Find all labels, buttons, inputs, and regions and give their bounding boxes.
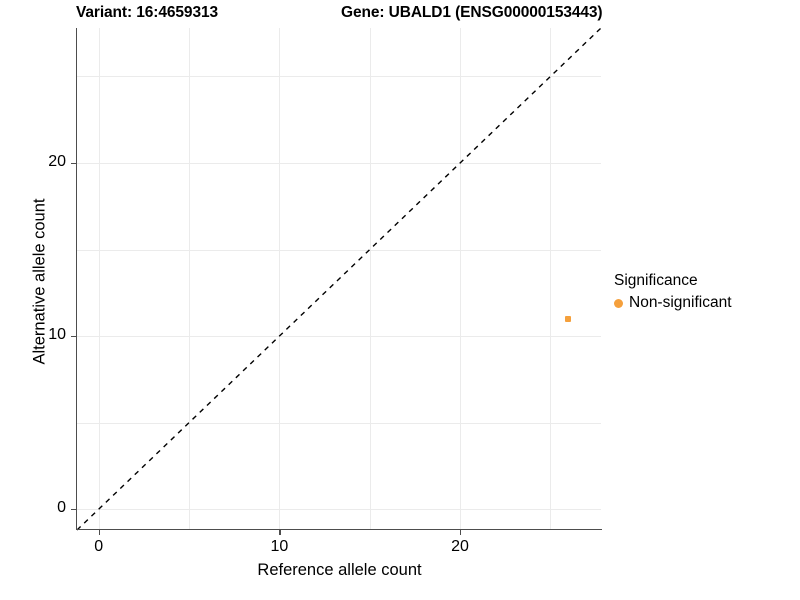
figure-title-strip: Variant: 16:4659313 Gene: UBALD1 (ENSG00… <box>0 4 800 26</box>
y-tick-mark <box>71 336 76 338</box>
x-tick-mark <box>460 530 462 535</box>
x-axis-label: Reference allele count <box>257 561 422 579</box>
data-point[interactable] <box>565 315 572 322</box>
y-tick-mark <box>71 509 76 511</box>
plot-panel <box>76 27 602 531</box>
gridline-vertical <box>460 28 462 530</box>
y-axis-line <box>76 28 78 530</box>
identity-reference-line <box>76 27 602 531</box>
gridline-vertical <box>369 28 371 530</box>
gridline-horizontal <box>77 336 601 338</box>
legend-title: Significance <box>614 272 698 289</box>
gridline-horizontal <box>77 509 601 511</box>
y-tick-label: 0 <box>57 499 66 517</box>
gridline-horizontal <box>77 249 601 251</box>
x-tick-label: 20 <box>451 538 469 555</box>
gridline-vertical <box>550 28 552 530</box>
x-axis-line <box>77 529 602 531</box>
x-tick-mark <box>279 530 281 535</box>
x-tick-label: 10 <box>270 538 289 555</box>
gridline-vertical <box>98 28 100 530</box>
y-tick-label: 10 <box>48 326 66 344</box>
x-tick-label: 0 <box>94 538 104 555</box>
legend-items: Non-significant <box>614 293 794 313</box>
y-axis-label: Alternative allele count <box>30 198 49 365</box>
x-tick-mark <box>98 530 100 535</box>
data-points-layer <box>77 28 601 530</box>
legend: Significance Non-significant <box>614 272 794 313</box>
gridline-horizontal <box>77 76 601 78</box>
y-tick-label: 20 <box>48 153 66 171</box>
legend-dot-icon <box>614 298 623 308</box>
gene-title: Gene: UBALD1 (ENSG00000153443) <box>341 4 603 21</box>
gridline-horizontal <box>77 422 601 424</box>
legend-item[interactable]: Non-significant <box>614 293 794 313</box>
gridline-horizontal <box>77 163 601 165</box>
gridline-vertical <box>279 28 281 530</box>
variant-title: Variant: 16:4659313 <box>76 4 219 21</box>
gridline-vertical <box>189 28 191 530</box>
identity-line <box>76 27 602 531</box>
legend-item-label: Non-significant <box>629 294 732 311</box>
y-tick-mark <box>71 163 76 165</box>
